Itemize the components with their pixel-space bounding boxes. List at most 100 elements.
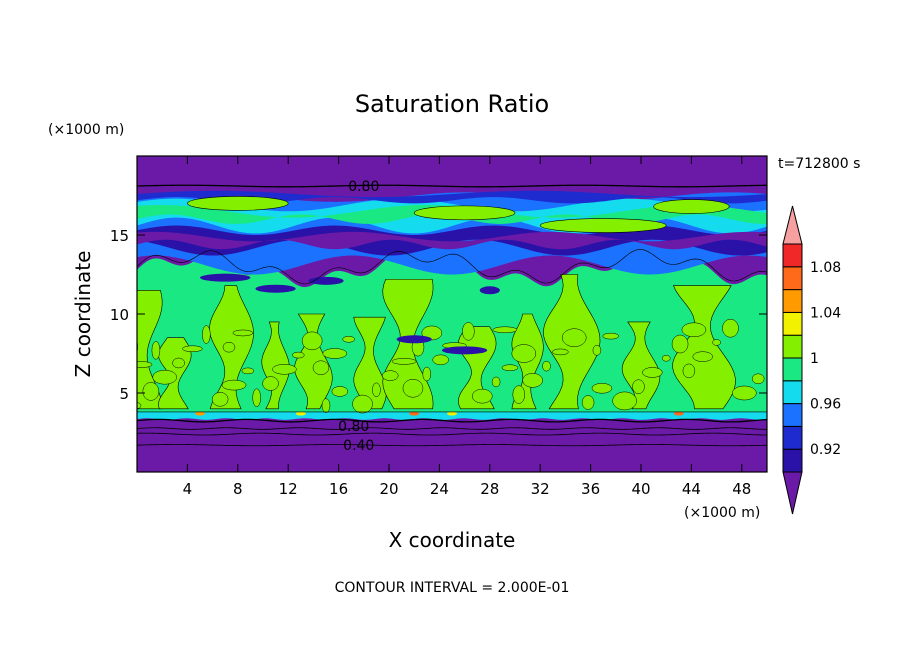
supersaturation-spot bbox=[295, 411, 306, 416]
lime-patch bbox=[682, 363, 696, 379]
x-tick-label: 44 bbox=[682, 480, 701, 498]
lime-patch bbox=[331, 386, 349, 397]
contour-label: 0.40 bbox=[343, 438, 374, 454]
lime-patch bbox=[252, 388, 261, 407]
supersaturation-spot bbox=[195, 411, 205, 416]
lime-patch bbox=[292, 351, 305, 359]
contour-label: 0.80 bbox=[348, 179, 379, 195]
x-ticks: 4 8 12 16 20 24 28 32 36 40 44 48 bbox=[183, 156, 751, 498]
lime-patch bbox=[591, 383, 613, 394]
colorbar-tick-label: 1.08 bbox=[810, 260, 841, 276]
lime-patch bbox=[352, 394, 373, 414]
lime-patch bbox=[501, 364, 519, 371]
lime-patch bbox=[241, 367, 255, 375]
y-tick-label: 5 bbox=[119, 385, 129, 403]
lime-patch bbox=[671, 334, 689, 354]
upper-lime-lens bbox=[187, 196, 289, 211]
x-tick-label: 28 bbox=[480, 480, 499, 498]
lime-patch bbox=[552, 348, 569, 356]
x-tick-label: 4 bbox=[183, 480, 193, 498]
x-tick-label: 20 bbox=[379, 480, 398, 498]
lime-patch bbox=[272, 364, 297, 375]
lime-patch bbox=[372, 382, 381, 398]
colorbar-box bbox=[782, 403, 803, 427]
low-level-cyan bbox=[137, 411, 767, 420]
colorbar-tick-label: 1.04 bbox=[810, 305, 841, 321]
colorbar-box bbox=[782, 243, 803, 268]
colorbar: 0.92 0.96 1 1.04 1.08 bbox=[782, 205, 841, 515]
x-tick-label: 24 bbox=[430, 480, 449, 498]
lime-patch bbox=[222, 341, 236, 353]
lime-patch bbox=[151, 341, 161, 360]
lime-patch bbox=[542, 360, 551, 372]
lime-plume bbox=[137, 289, 163, 410]
upper-lime-lens bbox=[539, 218, 667, 233]
lime-patch bbox=[152, 369, 177, 385]
x-tick-label: 48 bbox=[732, 480, 751, 498]
y-tick-label: 10 bbox=[110, 306, 129, 324]
chart-title: Saturation Ratio bbox=[355, 90, 549, 118]
contour-line-lower bbox=[137, 427, 767, 430]
dark-blue-streak bbox=[255, 284, 296, 293]
lime-patch bbox=[462, 322, 475, 341]
y-tick-label: 15 bbox=[110, 227, 129, 245]
colorbar-over-triangle bbox=[782, 205, 803, 245]
lime-patch bbox=[202, 325, 211, 344]
lime-patch bbox=[732, 385, 757, 401]
contour-label: 0.80 bbox=[338, 419, 369, 435]
upper-lime-lens bbox=[413, 205, 516, 221]
x-tick-label: 12 bbox=[279, 480, 298, 498]
contour-line-lower-2 bbox=[137, 432, 767, 436]
lime-patch bbox=[612, 391, 637, 411]
time-label: t=712800 s bbox=[778, 156, 860, 172]
upper-lime-lens bbox=[653, 199, 730, 214]
lime-patch bbox=[722, 318, 739, 338]
x-tick-label: 40 bbox=[631, 480, 650, 498]
y-ticks: 5 10 15 bbox=[110, 227, 767, 403]
lime-patch bbox=[312, 360, 330, 375]
y-axis-label: Z coordinate bbox=[71, 251, 95, 378]
colorbar-box bbox=[782, 266, 803, 291]
lime-patch bbox=[632, 379, 645, 394]
lime-patch bbox=[681, 322, 707, 338]
lime-patch bbox=[471, 388, 493, 404]
dark-blue-streak bbox=[200, 273, 251, 282]
lime-patch bbox=[382, 370, 399, 381]
x-tick-label: 32 bbox=[531, 480, 550, 498]
lime-patch bbox=[751, 373, 765, 385]
supersaturation-spot bbox=[409, 411, 420, 416]
lime-patch bbox=[432, 354, 449, 366]
x-tick-label: 8 bbox=[233, 480, 243, 498]
x-axis-label: X coordinate bbox=[389, 528, 516, 552]
lime-patch bbox=[321, 398, 331, 413]
upper-purple-streak bbox=[137, 231, 767, 250]
lime-patch bbox=[491, 376, 501, 388]
lime-patch bbox=[692, 351, 713, 362]
dark-blue-streak bbox=[479, 286, 500, 295]
contour-line-040 bbox=[137, 444, 767, 447]
lime-patch bbox=[602, 332, 620, 340]
lime-patch bbox=[232, 329, 254, 337]
lime-patch bbox=[391, 358, 417, 365]
upper-blue-edge bbox=[137, 190, 767, 204]
colorbar-box bbox=[782, 311, 803, 336]
lime-patch bbox=[642, 367, 663, 378]
lime-patch bbox=[402, 379, 424, 398]
contour-line-cloud-top bbox=[137, 249, 767, 285]
lime-patch bbox=[492, 326, 518, 334]
lime-patch bbox=[211, 392, 229, 407]
x-units-label: (×1000 m) bbox=[684, 505, 760, 521]
contour-line-upper-080 bbox=[137, 184, 767, 188]
lime-patch bbox=[561, 328, 587, 347]
colorbar-under-triangle bbox=[782, 471, 803, 515]
contour-interval-label: CONTOUR INTERVAL = 2.000E-01 bbox=[335, 580, 570, 596]
lime-patch bbox=[342, 336, 355, 343]
lime-patch bbox=[137, 361, 153, 368]
lime-patch bbox=[142, 382, 160, 401]
supersaturation-spot bbox=[447, 411, 457, 416]
x-tick-label: 16 bbox=[329, 480, 348, 498]
dark-blue-streak bbox=[441, 346, 488, 355]
lime-patch bbox=[712, 339, 721, 346]
lime-plume bbox=[294, 313, 333, 410]
